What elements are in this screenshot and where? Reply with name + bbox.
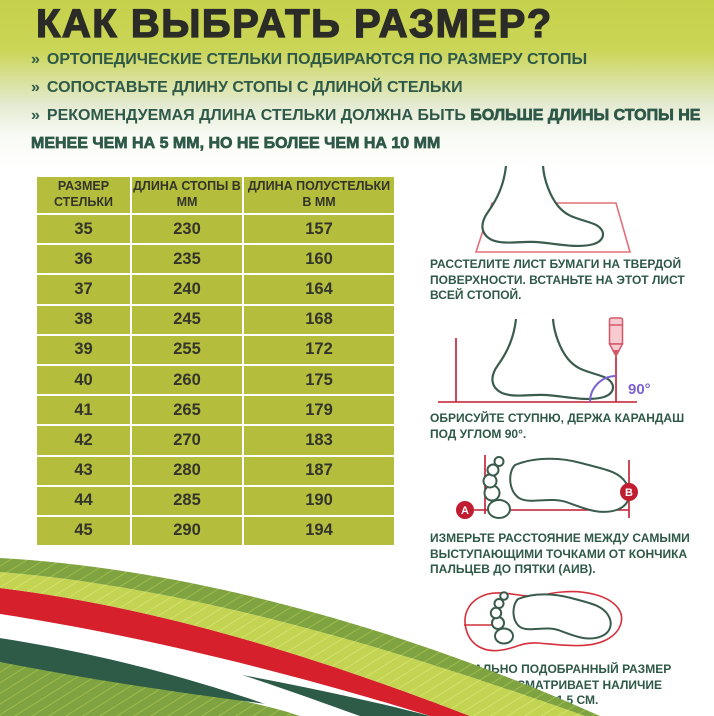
wave-red-stripe: [0, 588, 470, 716]
angle-label: 90°: [628, 381, 651, 398]
table-row: 44 285 190: [37, 486, 394, 517]
table-cell: 45: [37, 516, 132, 546]
step-1-text: РАССТЕЛИТЕ ЛИСТ БУМАГИ НА ТВЕРДОЙ ПОВЕРХ…: [430, 257, 685, 302]
bullet-text-strong: БОЛЬШЕ ДЛИНЫ СТОПЫ НЕ МЕНЕЕ ЧЕМ НА 5 ММ,…: [31, 107, 701, 153]
table-row: 45 290 194: [37, 516, 394, 546]
foot-side-outline: [491, 318, 615, 401]
table-cell: 187: [244, 457, 394, 487]
wave-green-mass: [0, 662, 300, 716]
table-cell: 194: [305, 521, 333, 540]
pencil-icon: [608, 317, 624, 358]
table-cell: 40: [37, 365, 132, 397]
table-cell: 160: [244, 245, 394, 276]
table-cell: 168: [244, 306, 394, 336]
table-cell: 157: [244, 215, 394, 246]
angle-arc: [589, 375, 617, 403]
table-cell: 280: [132, 456, 244, 487]
table-cell: 265: [132, 396, 244, 427]
table-row: 43 280 187: [37, 456, 394, 487]
size-table-body: 35 230 157 36 235 160 37 240 164 38 245 168 39 255 172…: [37, 215, 394, 546]
hero-gradient: [0, 0, 714, 168]
table-cell: 175: [244, 366, 394, 397]
table-row: 35 230 157: [37, 215, 394, 246]
table-cell: 44: [37, 486, 132, 517]
table-cell: 183: [244, 426, 394, 457]
bullet-item-1: » ОРТОПЕДИЧЕСКИЕ СТЕЛЬКИ ПОДБИРАЮТСЯ ПО Р…: [31, 46, 707, 74]
table-header-row: РАЗМЕР СТЕЛЬКИ ДЛИНА СТОПЫ В ММ ДЛИНА ПО…: [37, 177, 394, 215]
bullet-marker: »: [31, 79, 40, 96]
wave-white-stripe: [0, 614, 360, 716]
table-cell: 42: [37, 426, 132, 457]
size-table: РАЗМЕР СТЕЛЬКИ ДЛИНА СТОПЫ В ММ ДЛИНА ПО…: [37, 177, 394, 546]
table-cell: 37: [37, 275, 132, 306]
table-cell: 172: [244, 336, 394, 366]
paper-sheet-shape: [474, 202, 632, 253]
table-cell: 38: [37, 305, 132, 336]
point-b-badge: В: [620, 483, 638, 501]
table-cell: 285: [132, 486, 244, 517]
trace-foot-pencil-illustration: 90°: [438, 317, 651, 403]
table-cell: 230: [132, 215, 244, 246]
step-3-text: ИЗМЕРЬТЕ РАССТОЯНИЕ МЕЖДУ САМЫМИ ВЫСТУПА…: [430, 531, 690, 576]
foot-on-paper-illustration: [474, 165, 632, 253]
table-cell: 164: [244, 275, 394, 306]
table-row: 37 240 164: [37, 275, 394, 306]
step-2-text: ОБРИСУЙТЕ СТУПНЮ, ДЕРЖА КАРАНДАШ ПОД УГЛ…: [430, 411, 685, 441]
table-row: 38 245 168: [37, 305, 394, 336]
table-row: 41 265 179: [37, 396, 394, 427]
wave-dark-green-stripe: [0, 638, 430, 716]
bullet-marker: »: [31, 107, 40, 124]
bullet-item-3: » РЕКОМЕНДУЕМАЯ ДЛИНА СТЕЛЬКИ ДОЛЖНА БЫТЬ…: [31, 102, 707, 158]
svg-text:В: В: [625, 487, 633, 499]
table-cell: 39: [37, 335, 132, 366]
table-row: 39 255 172: [37, 335, 394, 366]
table-cell: 290: [132, 516, 244, 546]
table-cell: 43: [37, 456, 132, 487]
table-row: 36 235 160: [37, 245, 394, 276]
bullet-text: РЕКОМЕНДУЕМАЯ ДЛИНА СТЕЛЬКИ ДОЛЖНА БЫТЬ: [46, 107, 471, 124]
svg-text:А: А: [461, 505, 469, 517]
bullet-text: ОРТОПЕДИЧЕСКИЕ СТЕЛЬКИ ПОДБИРАЮТСЯ ПО РА…: [46, 51, 588, 68]
table-cell: 240: [132, 275, 244, 306]
footprint-outline: [489, 591, 612, 645]
point-a-badge: А: [456, 501, 474, 519]
table-cell: 270: [132, 426, 244, 457]
table-row: 40 260 175: [37, 365, 394, 397]
footprint-outline: [482, 456, 631, 519]
bullet-list: » ОРТОПЕДИЧЕСКИЕ СТЕЛЬКИ ПОДБИРАЮТСЯ ПО Р…: [31, 46, 707, 158]
table-cell: 36: [37, 245, 132, 276]
header-foot-length: ДЛИНА СТОПЫ В ММ: [132, 177, 244, 215]
insole-free-zones-illustration: [464, 590, 623, 652]
page-title: КАК ВЫБРАТЬ РАЗМЕР?: [35, 1, 553, 46]
measure-footprint-illustration: А В: [456, 455, 638, 519]
table-cell: 260: [132, 365, 244, 397]
table-cell: 190: [244, 487, 394, 517]
bullet-item-2: » СОПОСТАВЬТЕ ДЛИНУ СТОПЫ С ДЛИНОЙ СТЕЛЬК…: [31, 74, 707, 102]
table-cell: 255: [132, 335, 244, 366]
size-table-header: РАЗМЕР СТЕЛЬКИ ДЛИНА СТОПЫ В ММ ДЛИНА ПО…: [37, 177, 394, 215]
header-insole-size: РАЗМЕР СТЕЛЬКИ: [37, 177, 132, 215]
bullet-text: СОПОСТАВЬТЕ ДЛИНУ СТОПЫ С ДЛИНОЙ СТЕЛЬКИ: [46, 79, 463, 96]
table-row: 42 270 183: [37, 426, 394, 457]
header-half-insole-length: ДЛИНА ПОЛУСТЕЛЬКИ В ММ: [244, 177, 394, 215]
table-cell: 179: [244, 396, 394, 427]
foot-side-outline: [481, 165, 605, 248]
table-cell: 41: [37, 396, 132, 427]
bullet-marker: »: [31, 51, 40, 68]
table-cell: 245: [132, 305, 244, 336]
step-4-text: ОПТИМАЛЬНО ПОДОБРАННЫЙ РАЗМЕР ОБУВИ ПРЕД…: [430, 662, 672, 707]
table-cell: 35: [37, 215, 132, 246]
table-cell: 235: [132, 245, 244, 276]
